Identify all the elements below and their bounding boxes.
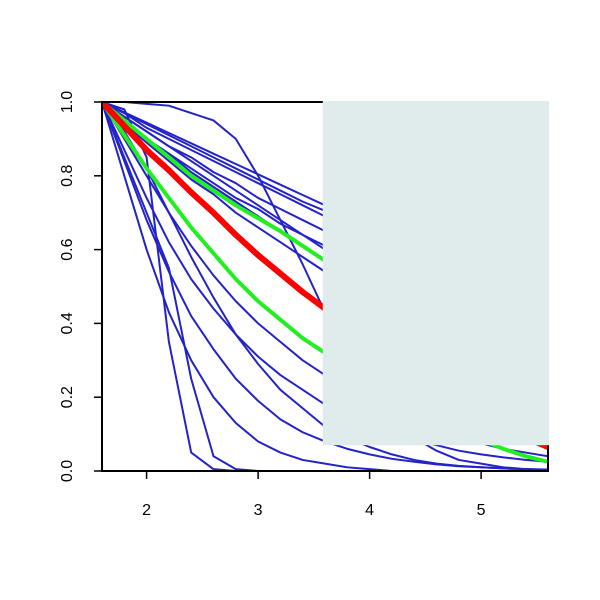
y-tick-label: 0.8 <box>59 165 76 187</box>
y-tick-label: 0.2 <box>59 386 76 408</box>
x-tick-label: 3 <box>254 502 263 519</box>
x-tick-label: 2 <box>142 502 151 519</box>
y-tick-label: 0.0 <box>59 460 76 482</box>
y-tick-label: 0.6 <box>59 238 76 260</box>
shaded-region-border <box>322 101 549 446</box>
line-series <box>102 102 548 471</box>
y-tick-label: 1.0 <box>59 91 76 113</box>
y-tick-label: 0.4 <box>59 312 76 334</box>
x-tick-label: 5 <box>477 502 486 519</box>
line-series <box>102 102 548 471</box>
x-tick-label: 4 <box>365 502 374 519</box>
line-series <box>102 102 548 471</box>
